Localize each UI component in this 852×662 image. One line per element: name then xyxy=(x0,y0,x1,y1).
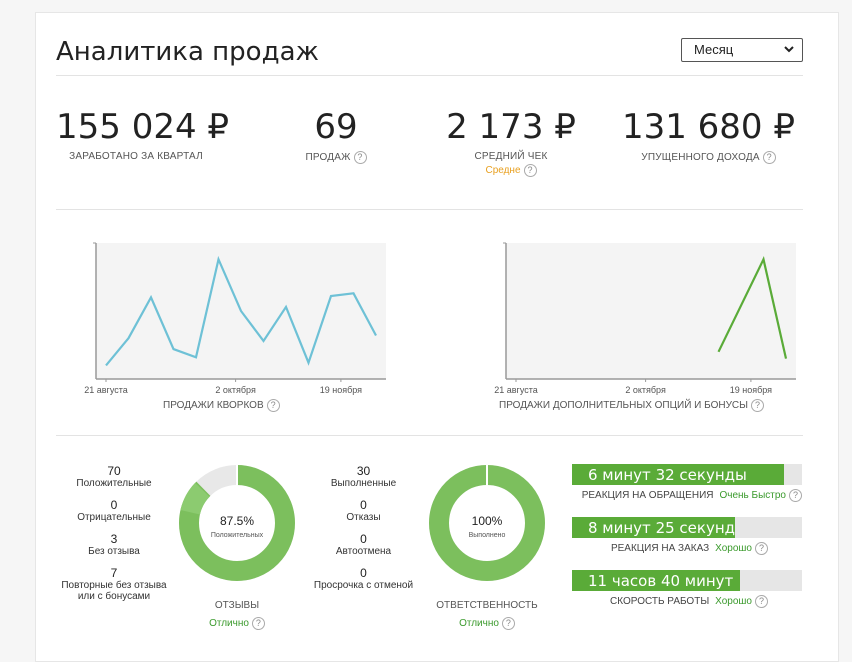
bar-caption: РЕАКЦИЯ НА ОБРАЩЕНИЯ Очень Быстро? xyxy=(572,489,802,502)
donut-value: 87.5% xyxy=(220,514,254,528)
kpi-rating: Средне? xyxy=(446,164,576,177)
help-icon[interactable]: ? xyxy=(353,151,367,164)
kpi-label: УПУЩЕННОГО ДОХОДА? xyxy=(621,151,796,164)
divider xyxy=(56,209,803,210)
chart-kwork-sales-caption: ПРОДАЖИ КВОРКОВ? xyxy=(163,399,280,412)
stat-item: 0 Просрочка с отменой xyxy=(313,566,414,591)
reviews-rating: Отлично? xyxy=(176,617,298,630)
x-tick-label: 21 августа xyxy=(84,385,128,395)
progress-fill xyxy=(572,517,736,538)
progress-bar: 8 минут 25 секунд xyxy=(572,517,802,538)
responsibility-stats: 30 Выполненные 0 Отказы 0 Автоотмена 0 Проср… xyxy=(306,464,421,600)
chart-options-sales: 21 августа 2 октября 19 ноября xyxy=(486,235,806,395)
bar-caption: СКОРОСТЬ РАБОТЫ Хорошо? xyxy=(572,595,802,608)
stat-item: 30 Выполненные xyxy=(330,464,397,489)
chart-kwork-sales: 21 августа 2 октября 19 ноября xyxy=(76,235,396,395)
period-select-value: Месяц xyxy=(694,42,734,57)
divider xyxy=(56,435,803,436)
kpi-value: 131 680 ₽ xyxy=(621,107,796,147)
donut-value: 100% xyxy=(472,514,503,528)
reviews-stats: 70 Положительные 0 Отрицательные 3 Без отзы… xyxy=(54,464,174,611)
donut-caption: Положительных xyxy=(211,532,264,539)
reviews-label: ОТЗЫВЫ xyxy=(214,600,260,611)
stat-item: 3 Без отзыва xyxy=(88,532,140,557)
chart-options-sales-caption: ПРОДАЖИ ДОПОЛНИТЕЛЬНЫХ ОПЦИЙ И БОНУСЫ? xyxy=(499,399,764,412)
chart-options-sales-svg: 21 августа 2 октября 19 ноября xyxy=(494,242,796,395)
responsibility-label: ОТВЕТСТВЕННОСТЬ xyxy=(436,600,538,611)
plot-area xyxy=(506,243,796,379)
reviews-donut: 87.5% Положительных ОТЗЫВЫ Отлично? xyxy=(176,463,298,630)
kpi-average-check: 2 173 ₽ СРЕДНИЙ ЧЕК Средне? xyxy=(446,107,576,177)
chevron-down-icon xyxy=(784,46,794,53)
help-icon[interactable]: ? xyxy=(266,399,280,412)
bar-caption: РЕАКЦИЯ НА ЗАКАЗ Хорошо? xyxy=(572,542,802,555)
chart-kwork-sales-svg: 21 августа 2 октября 19 ноября xyxy=(84,242,386,395)
kpi-sales: 69 ПРОДАЖ? xyxy=(276,107,396,164)
help-icon[interactable]: ? xyxy=(523,164,537,177)
sales-analytics-card: Аналитика продаж Месяц 155 024 ₽ ЗАРАБОТ… xyxy=(35,12,839,662)
help-icon[interactable]: ? xyxy=(751,399,764,412)
x-tick-label: 2 октября xyxy=(215,385,256,395)
responsibility-donut: 100% Выполнено ОТВЕТСТВЕННОСТЬ Отлично? xyxy=(426,463,548,630)
progress-text: 11 часов 40 минут xyxy=(588,572,734,590)
speed-bar-work: 11 часов 40 минут СКОРОСТЬ РАБОТЫ Хорошо? xyxy=(572,570,802,608)
progress-fill xyxy=(572,464,784,485)
help-icon[interactable]: ? xyxy=(755,542,768,555)
progress-bar: 11 часов 40 минут xyxy=(572,570,802,591)
progress-text: 8 минут 25 секунд xyxy=(588,519,736,537)
responsibility-donut-chart: 100% Выполнено xyxy=(429,465,545,581)
reviews-donut-chart: 87.5% Положительных xyxy=(179,465,295,581)
kpi-earned: 155 024 ₽ ЗАРАБОТАНО ЗА КВАРТАЛ xyxy=(56,107,230,162)
period-select[interactable]: Месяц xyxy=(681,38,803,62)
help-icon[interactable]: ? xyxy=(755,595,768,608)
responsibility-rating: Отлично? xyxy=(426,617,548,630)
x-tick-label: 19 ноября xyxy=(320,385,362,395)
x-tick-label: 19 ноября xyxy=(730,385,772,395)
kpi-value: 155 024 ₽ xyxy=(56,107,230,147)
stat-item: 7 Повторные без отзыва или с бонусами xyxy=(61,566,167,602)
x-tick-label: 21 августа xyxy=(494,385,538,395)
progress-bar: 6 минут 32 секунды xyxy=(572,464,802,485)
kpi-label: ЗАРАБОТАНО ЗА КВАРТАЛ xyxy=(69,151,203,162)
x-tick-label: 2 октября xyxy=(625,385,666,395)
stat-item: 0 Отрицательные xyxy=(77,498,151,523)
kpi-value: 69 xyxy=(314,107,358,147)
speed-bar-inquiry: 6 минут 32 секунды РЕАКЦИЯ НА ОБРАЩЕНИЯ О… xyxy=(572,464,802,502)
stat-item: 70 Положительные xyxy=(76,464,152,489)
progress-text: 6 минут 32 секунды xyxy=(588,466,747,484)
progress-fill xyxy=(572,570,740,591)
help-icon[interactable]: ? xyxy=(762,151,776,164)
divider xyxy=(56,75,803,76)
kpi-label: СРЕДНИЙ ЧЕК xyxy=(474,151,548,162)
help-icon[interactable]: ? xyxy=(501,617,515,630)
series-line xyxy=(717,256,788,359)
page-title: Аналитика продаж xyxy=(56,37,319,67)
stat-item: 0 Отказы xyxy=(346,498,381,523)
donut-caption: Выполнено xyxy=(469,532,506,539)
kpi-label: ПРОДАЖ? xyxy=(276,151,396,164)
kpi-value: 2 173 ₽ xyxy=(446,107,576,147)
series-line xyxy=(105,255,377,367)
help-icon[interactable]: ? xyxy=(789,489,802,502)
help-icon[interactable]: ? xyxy=(251,617,265,630)
stat-item: 0 Автоотмена xyxy=(335,532,392,557)
kpi-lost-income: 131 680 ₽ УПУЩЕННОГО ДОХОДА? xyxy=(621,107,796,164)
speed-bar-order: 8 минут 25 секунд РЕАКЦИЯ НА ЗАКАЗ Хорошо… xyxy=(572,517,802,555)
